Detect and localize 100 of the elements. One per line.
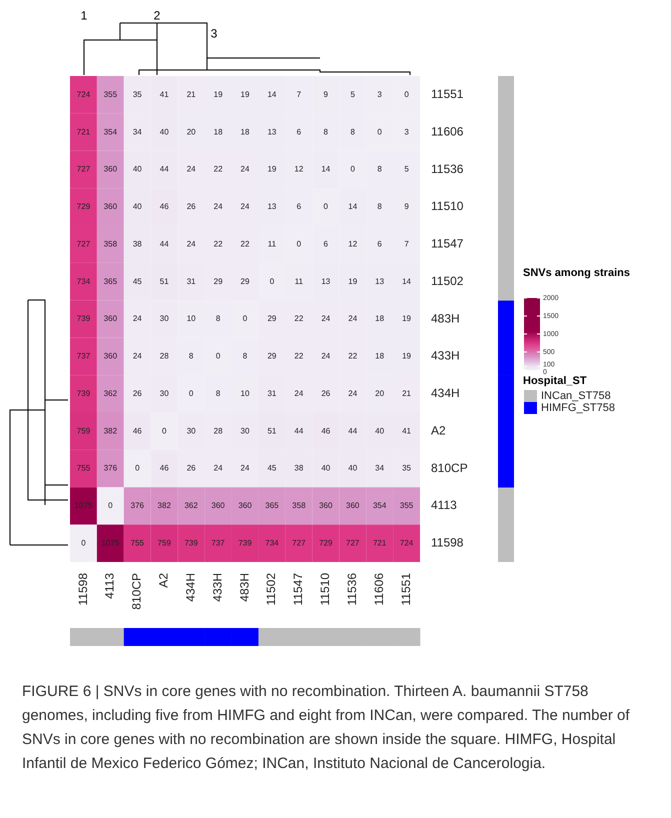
- data-label: 8: [188, 352, 194, 361]
- data-label: 19: [402, 314, 412, 324]
- data-label: 30: [240, 426, 250, 436]
- y-tick-label: 4113: [431, 498, 458, 512]
- data-label: 1075: [101, 538, 120, 548]
- data-label: 46: [160, 464, 170, 473]
- data-label: 365: [104, 276, 118, 286]
- data-label: 11: [268, 239, 277, 248]
- data-label: 29: [240, 276, 250, 286]
- data-label: 8: [377, 202, 382, 212]
- data-label: 22: [348, 352, 358, 361]
- data-label: 30: [160, 388, 170, 398]
- x-tick-label: A2: [156, 572, 171, 588]
- data-label: 31: [186, 276, 196, 286]
- data-label: 40: [321, 464, 331, 473]
- data-label: 8: [216, 314, 221, 324]
- data-label: 24: [132, 314, 142, 324]
- data-label: 24: [240, 164, 250, 174]
- data-label: 19: [402, 352, 412, 361]
- data-label: 38: [294, 464, 304, 473]
- data-label: 734: [265, 538, 280, 548]
- data-label: 22: [214, 239, 224, 248]
- data-label: 362: [104, 388, 118, 398]
- data-label: 737: [211, 538, 226, 548]
- data-label: 14: [348, 202, 358, 212]
- data-label: 19: [240, 90, 250, 99]
- data-label: 24: [348, 388, 358, 398]
- x-tick-label: 810CP: [130, 573, 144, 610]
- data-label: 8: [350, 127, 356, 136]
- data-label: 46: [160, 202, 170, 212]
- data-label: 360: [319, 501, 333, 510]
- data-label: 739: [184, 538, 198, 548]
- data-label: 44: [294, 426, 304, 436]
- data-label: 729: [319, 538, 333, 548]
- data-label: 40: [160, 127, 170, 136]
- y-tick-label: 11551: [431, 87, 464, 102]
- data-label: 727: [292, 538, 306, 548]
- data-label: 18: [375, 314, 385, 324]
- y-tick-label: 11598: [431, 536, 464, 550]
- data-label: 28: [160, 352, 170, 361]
- data-label: 40: [132, 164, 142, 174]
- data-label: 727: [76, 164, 91, 174]
- data-label: 355: [104, 90, 118, 99]
- data-label: 739: [76, 314, 91, 324]
- x-tick-label: 11551: [398, 572, 413, 606]
- data-label: 739: [76, 388, 91, 398]
- data-label: 7: [404, 239, 410, 248]
- data-label: 759: [76, 426, 91, 436]
- text: 2: [154, 8, 161, 22]
- data-label: 18: [240, 127, 250, 136]
- data-label: 8: [324, 127, 329, 136]
- data-label: 14: [321, 164, 331, 174]
- data-label: 14: [402, 276, 412, 286]
- color-bar-title: SNVs among strains: [523, 267, 630, 280]
- data-label: 40: [132, 202, 142, 212]
- data-label: 26: [321, 388, 331, 398]
- data-label: 24: [348, 314, 358, 324]
- y-tick-label: 810CP: [431, 460, 468, 475]
- data-label: 0: [242, 314, 248, 324]
- data-label: 30: [186, 426, 196, 436]
- x-tick-label: 11598: [76, 572, 90, 606]
- data-label: 24: [186, 164, 196, 174]
- data-label: 362: [184, 501, 198, 510]
- data-label: 46: [321, 426, 331, 436]
- data-label: 22: [294, 352, 304, 361]
- text: HIMFG_ST758: [541, 402, 615, 414]
- data-label: 22: [294, 314, 304, 324]
- data-label: 41: [402, 426, 412, 436]
- data-label: 28: [214, 426, 224, 436]
- data-label: 9: [404, 202, 410, 212]
- x-tick-label: 11536: [345, 572, 360, 606]
- y-tick-label: A2: [431, 423, 446, 438]
- data-label: 0: [324, 202, 329, 212]
- data-label: 724: [400, 538, 414, 548]
- data-label: 0: [108, 501, 114, 510]
- data-label: 0: [81, 538, 86, 548]
- data-label: 0: [270, 276, 275, 286]
- data-label: 21: [186, 90, 196, 99]
- data-label: 358: [104, 239, 118, 248]
- data-label: 724: [76, 90, 91, 99]
- y-tick-label: 434H: [431, 386, 460, 400]
- data-label: 6: [324, 239, 329, 248]
- data-label: 24: [186, 239, 196, 248]
- data-label: 382: [158, 501, 172, 510]
- data-label: 24: [214, 202, 224, 212]
- data-label: 360: [346, 501, 360, 510]
- y-tick-label: 11510: [431, 199, 464, 214]
- data-label: 10: [240, 388, 250, 398]
- data-label: 9: [324, 90, 329, 99]
- data-label: 41: [160, 90, 170, 99]
- y-tick-label: 433H: [431, 348, 460, 363]
- data-label: 34: [132, 127, 142, 136]
- data-label: 755: [130, 538, 145, 548]
- text: Hospital_ST: [523, 375, 587, 388]
- data-label: 12: [294, 164, 304, 174]
- data-label: 8: [377, 164, 382, 174]
- data-label: 45: [267, 464, 277, 473]
- data-label: 13: [321, 276, 331, 286]
- data-label: 8: [216, 388, 221, 398]
- data-label: 3: [377, 90, 382, 99]
